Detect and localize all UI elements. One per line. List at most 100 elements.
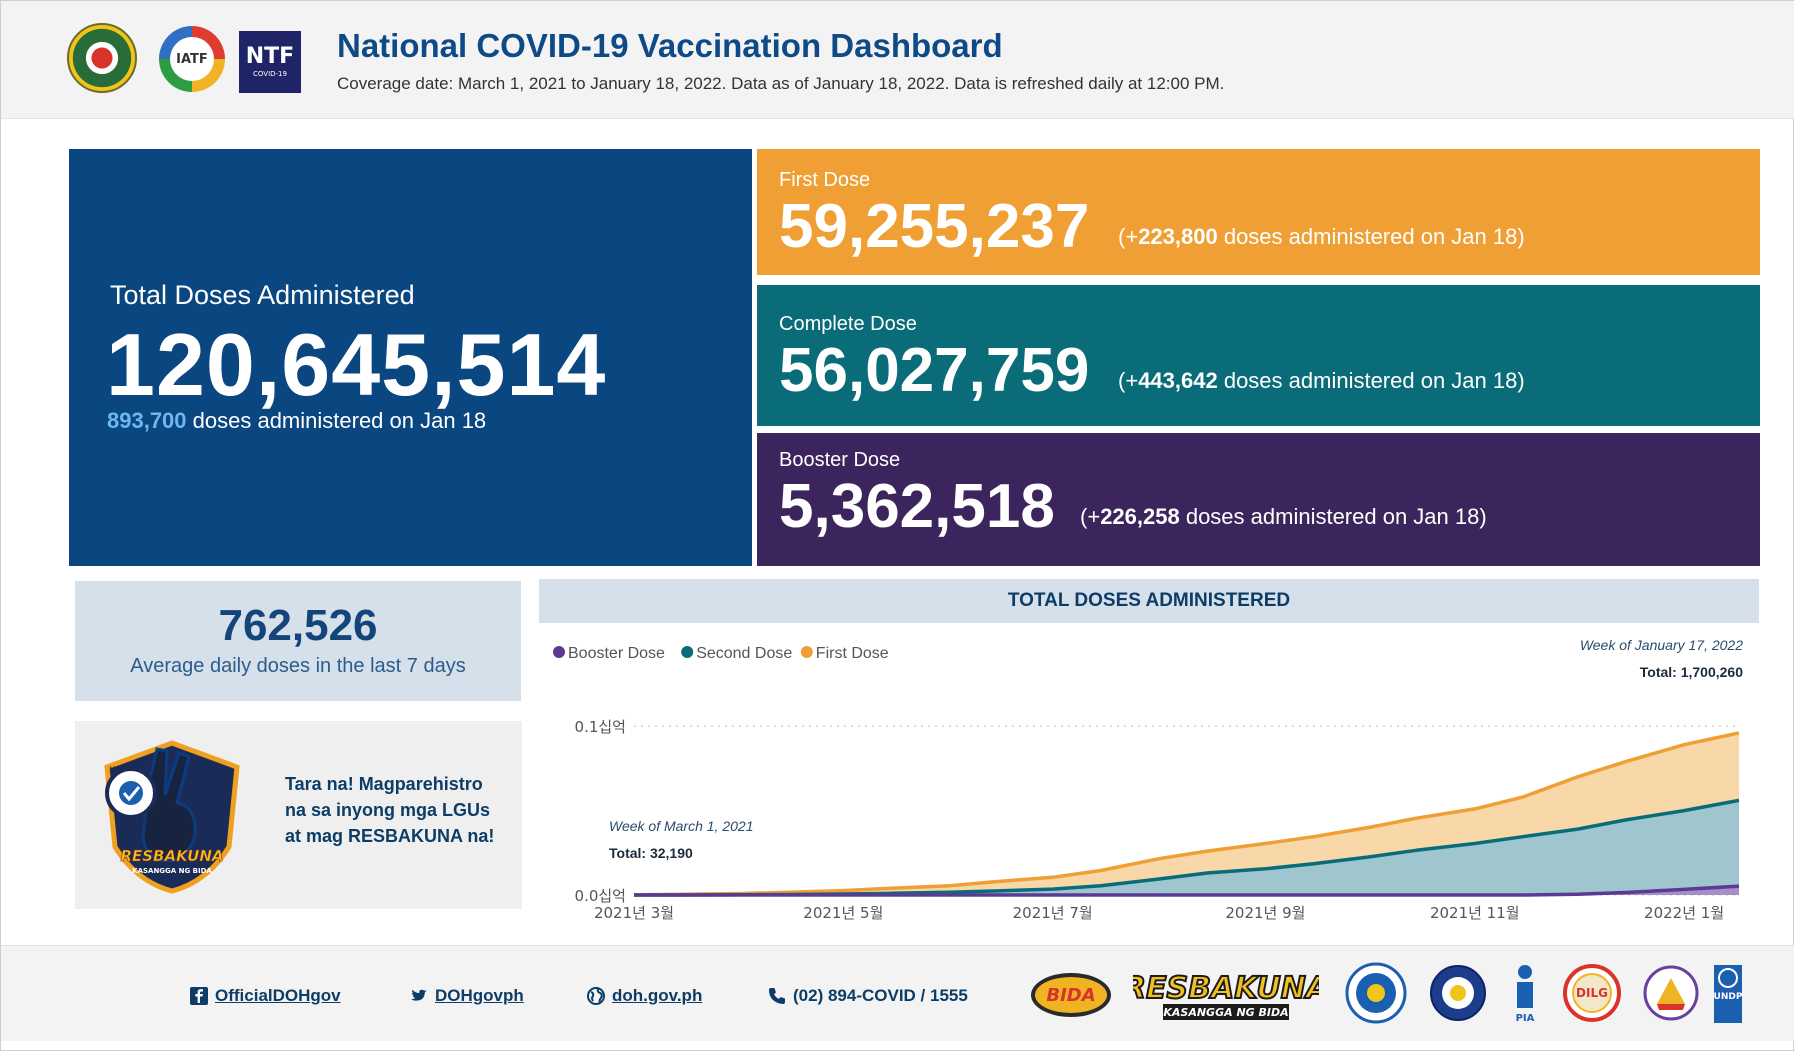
twitter-icon (411, 989, 427, 1001)
complete-dose-note-value: 443,642 (1138, 368, 1218, 393)
resbakuna-footer-logo: RESBAKUNA KASANGGA NG BIDA (1133, 970, 1319, 1020)
total-doses-value: 120,645,514 (106, 315, 607, 414)
line-booster-dose[interactable] (634, 884, 1740, 897)
average-daily-doses-box: 762,526 Average daily doses in the last … (75, 581, 521, 701)
undp-logo: UNDP (1714, 965, 1743, 1023)
average-daily-desc: Average daily doses in the last 7 days (130, 655, 466, 677)
first-dose-note-suffix: doses administered on Jan 18) (1217, 224, 1525, 249)
legend-label-first-dose: First Dose (816, 645, 889, 662)
twitter-link[interactable]: DOHgovph (409, 986, 524, 1006)
twitter-link-text[interactable]: DOHgovph (435, 986, 524, 1005)
first-dose-note: (+223,800 doses administered on Jan 18) (1118, 224, 1525, 250)
booster-dose-card: Booster Dose 5,362,518 (+226,258 doses a… (757, 433, 1760, 566)
first-dose-label: First Dose (779, 169, 871, 191)
pia-logo: PIA (1516, 965, 1535, 1024)
coverage-subtitle: Coverage date: March 1, 2021 to January … (337, 74, 1225, 93)
line-first-dose[interactable] (633, 731, 1740, 897)
booster-dose-label: Booster Dose (779, 449, 901, 471)
ntf-logo: NTF COVID-19 (239, 31, 301, 93)
dilg-logo-text: DILG (1576, 986, 1608, 1000)
y-tick-label: 0.1십억 (575, 718, 626, 736)
complete-dose-card: Complete Dose 56,027,759 (+443,642 doses… (757, 285, 1760, 426)
x-tick-label: 2022년 1월 (1644, 904, 1724, 922)
area-second-dose[interactable] (634, 800, 1739, 895)
resbakuna-footer-text: RESBAKUNA (1133, 971, 1319, 1006)
legend-label-booster-dose: Booster Dose (568, 645, 665, 662)
resbakuna-logo-sub: KASANGGA NG BIDA (132, 867, 212, 875)
page-title: National COVID-19 Vaccination Dashboard (337, 27, 1003, 64)
phone-text: (02) 894-COVID / 1555 (793, 986, 968, 1005)
bida-logo-text: BIDA (1046, 985, 1095, 1006)
x-tick-label: 2021년 9월 (1225, 904, 1305, 922)
chart-y-axis: 0.0십억 0.1십억 (575, 718, 626, 905)
commission-seal-logo (1643, 965, 1699, 1021)
first-dose-note-prefix: (+ (1118, 224, 1139, 249)
complete-dose-note: (+443,642 doses administered on Jan 18) (1118, 368, 1525, 394)
phone-icon (769, 988, 785, 1004)
website-link-text[interactable]: doh.gov.ph (612, 986, 703, 1005)
facebook-link[interactable]: OfficialDOHgov (189, 986, 341, 1006)
header: IATF NTF COVID-19 National COVID-19 Vacc… (1, 1, 1794, 119)
area-booster-dose[interactable] (634, 886, 1739, 895)
iatf-logo: IATF (159, 26, 225, 92)
chart-annotations: Week of March 1, 2021 Total: 32,190 Week o… (609, 637, 1743, 861)
total-daily-doses: 893,700 doses administered on Jan 18 (107, 408, 486, 434)
resbakuna-logo-top: VACCINATED (110, 766, 152, 773)
ntf-logo-text: NTF (245, 44, 295, 69)
annotation-start-label: Week of March 1, 2021 (609, 818, 753, 834)
facebook-link-text[interactable]: OfficialDOHgov (215, 986, 341, 1005)
ntf-logo-subtext: COVID-19 (253, 70, 287, 78)
resbakuna-shield-logo: VACCINATED COVID-19 RESBAKUNA KASANGGA N… (104, 740, 240, 894)
complete-dose-note-suffix: doses administered on Jan 18) (1217, 368, 1525, 393)
average-daily-value: 762,526 (218, 601, 378, 650)
chart-legend: Booster Dose Second Dose First Dose (553, 645, 889, 662)
dilg-logo: DILG (1563, 964, 1621, 1022)
legend-marker-second-dose (681, 646, 694, 658)
booster-dose-note: (+226,258 doses administered on Jan 18) (1080, 504, 1487, 530)
resbakuna-promo: VACCINATED COVID-19 RESBAKUNA KASANGGA N… (75, 721, 522, 909)
pia-logo-text: PIA (1516, 1013, 1535, 1024)
complete-dose-value: 56,027,759 (779, 336, 1090, 405)
booster-dose-value: 5,362,518 (779, 472, 1055, 541)
resbakuna-footer-sub: KASANGGA NG BIDA (1163, 1006, 1288, 1019)
booster-dose-note-prefix: (+ (1080, 504, 1101, 529)
total-daily-value: 893,700 (107, 408, 187, 433)
x-tick-label: 2021년 7월 (1013, 904, 1093, 922)
resbakuna-logo-side: COVID-19 (115, 816, 147, 823)
doh-logo (67, 23, 137, 93)
annotation-start-total: Total: 32,190 (609, 845, 693, 861)
chart-areas[interactable] (633, 731, 1740, 897)
facebook-icon (190, 987, 208, 1005)
undp-logo-text: UNDP (1714, 992, 1743, 1002)
website-link[interactable]: doh.gov.ph (586, 986, 702, 1006)
phone-info: (02) 894-COVID / 1555 (767, 986, 968, 1006)
total-daily-text: doses administered on Jan 18 (186, 408, 487, 433)
first-dose-value: 59,255,237 (779, 192, 1090, 261)
legend-marker-booster-dose (553, 646, 565, 658)
annotation-end-total: Total: 1,700,260 (1640, 664, 1743, 680)
presidential-seal-logo (1345, 962, 1407, 1024)
total-doses-label: Total Doses Administered (110, 280, 415, 310)
chart-x-axis: 2021년 3월 2021년 5월 2021년 7월 2021년 9월 2021년 11… (594, 904, 1724, 922)
complete-dose-note-prefix: (+ (1118, 368, 1139, 393)
x-tick-label: 2021년 3월 (594, 904, 674, 922)
iatf-logo-text: IATF (170, 37, 214, 81)
x-tick-label: 2021년 5월 (803, 904, 883, 922)
government-seal-logo (1430, 965, 1486, 1021)
promo-message: Tara na! Magparehistro na sa inyong mga … (285, 774, 495, 846)
bida-logo: BIDA (1031, 973, 1111, 1017)
chart-title: TOTAL DOSES ADMINISTERED (539, 579, 1759, 623)
booster-dose-note-suffix: doses administered on Jan 18) (1179, 504, 1487, 529)
first-dose-note-value: 223,800 (1138, 224, 1218, 249)
complete-dose-label: Complete Dose (779, 313, 917, 335)
first-dose-card: First Dose 59,255,237 (+223,800 doses ad… (757, 149, 1760, 275)
resbakuna-logo-main: RESBAKUNA (120, 847, 223, 865)
annotation-end-label: Week of January 17, 2022 (1580, 637, 1743, 653)
legend-label-second-dose: Second Dose (696, 645, 792, 662)
booster-dose-note-value: 226,258 (1100, 504, 1180, 529)
x-tick-label: 2021년 11월 (1430, 904, 1520, 922)
total-doses-area-chart[interactable]: Booster Dose Second Dose First Dose 2021년 … (539, 629, 1759, 931)
footer: OfficialDOHgov DOHgovph doh.gov.ph (02) … (1, 945, 1794, 1041)
total-doses-card: Total Doses Administered 120,645,514 893… (69, 149, 752, 566)
legend-marker-first-dose (800, 646, 813, 658)
